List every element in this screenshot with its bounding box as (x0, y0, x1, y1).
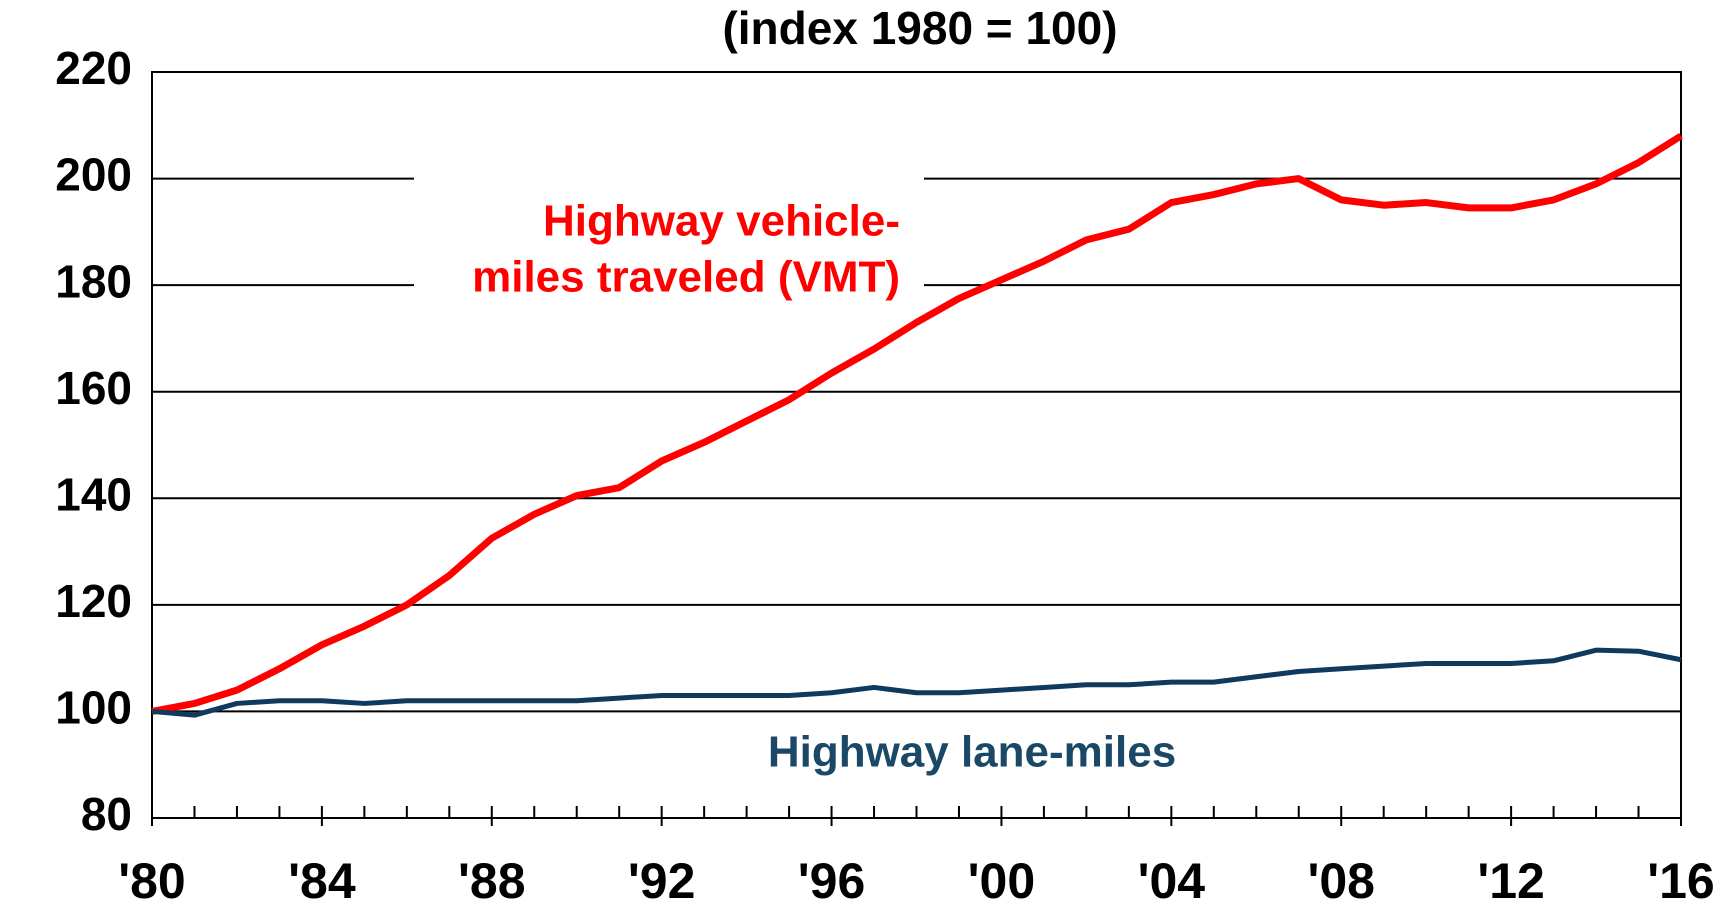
x-tick-label: '16 (1647, 853, 1715, 909)
y-tick-label: 220 (55, 42, 132, 94)
data-line (151, 647, 1682, 718)
series-label: Highway lane-miles (768, 728, 1176, 777)
x-tick-label: '88 (458, 853, 526, 909)
chart-title: (index 1980 = 100) (722, 2, 1117, 54)
x-tick-label: '84 (288, 853, 356, 909)
label-background (414, 176, 924, 294)
x-tick-label: '80 (118, 853, 186, 909)
y-tick-label: 160 (55, 362, 132, 414)
y-tick-label: 180 (55, 255, 132, 307)
x-tick-label: '12 (1477, 853, 1545, 909)
x-tick-label: '08 (1307, 853, 1375, 909)
x-tick-label: '00 (968, 853, 1036, 909)
data-line (151, 132, 1683, 715)
x-tick-label: '96 (798, 853, 866, 909)
series-label: Highway vehicle- (543, 197, 900, 246)
x-tick-label: '92 (628, 853, 696, 909)
x-tick-label: '04 (1138, 853, 1206, 909)
y-tick-label: 100 (55, 682, 132, 734)
y-tick-label: 200 (55, 149, 132, 201)
y-tick-label: 80 (81, 788, 132, 840)
y-tick-label: 120 (55, 575, 132, 627)
y-tick-label: 140 (55, 468, 132, 520)
series-label: miles traveled (VMT) (472, 253, 900, 302)
